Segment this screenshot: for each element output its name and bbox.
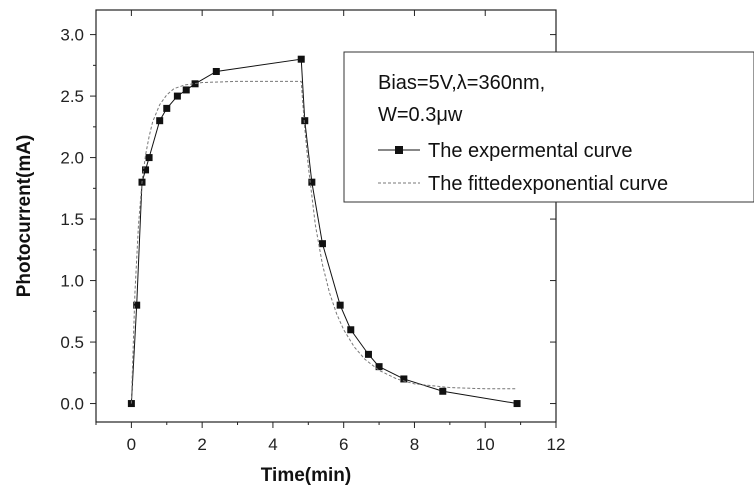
experimental-data-point xyxy=(439,387,447,395)
x-tick-label: 10 xyxy=(476,435,495,454)
experimental-curve-line xyxy=(130,58,518,405)
series-experimental xyxy=(127,55,521,408)
legend-experimental-marker xyxy=(395,146,403,154)
experimental-data-point xyxy=(133,301,141,309)
experimental-data-point xyxy=(145,154,153,162)
series-fitted xyxy=(130,80,518,404)
legend-box xyxy=(343,51,754,203)
experimental-data-point xyxy=(400,375,408,383)
legend-header-line-2: W=0.3μw xyxy=(378,104,463,126)
y-tick-label: 2.5 xyxy=(60,87,84,106)
series-layer xyxy=(127,55,521,408)
legend-experimental-label: The expermental curve xyxy=(428,140,633,162)
x-tick-label: 4 xyxy=(268,435,277,454)
experimental-data-point xyxy=(142,166,150,174)
experimental-data-point xyxy=(513,400,521,408)
experimental-data-point xyxy=(308,178,316,186)
experimental-data-point xyxy=(156,117,164,125)
experimental-data-point xyxy=(301,117,309,125)
y-tick-label: 2.0 xyxy=(60,149,84,168)
fitted-curve-line xyxy=(130,80,518,404)
experimental-data-point xyxy=(347,326,355,334)
experimental-data-point xyxy=(297,55,305,63)
experimental-data-point xyxy=(318,240,326,248)
y-tick-label: 1.5 xyxy=(60,210,84,229)
y-tick-label: 3.0 xyxy=(60,26,84,45)
y-tick-label: 0.0 xyxy=(60,395,84,414)
experimental-data-point xyxy=(173,92,181,100)
plot-frame xyxy=(95,9,557,423)
experimental-data-point xyxy=(182,86,190,94)
experimental-data-point xyxy=(212,67,220,75)
x-tick-label: 6 xyxy=(339,435,348,454)
x-tick-label: 8 xyxy=(410,435,419,454)
legend-entry-fitted: The fittedexponential curve xyxy=(378,173,668,195)
y-axis-title: Photocurrent(mA) xyxy=(14,135,35,298)
experimental-data-point xyxy=(364,350,372,358)
legend: Bias=5V,λ=360nm, W=0.3μw The expermental… xyxy=(343,51,754,203)
experimental-data-point xyxy=(375,363,383,371)
x-tick-label: 12 xyxy=(547,435,566,454)
experimental-data-point xyxy=(336,301,344,309)
experimental-data-point xyxy=(127,400,135,408)
experimental-data-point xyxy=(163,104,171,112)
experimental-data-point xyxy=(191,80,199,88)
legend-entry-experimental: The expermental curve xyxy=(378,140,633,162)
y-tick-label: 1.0 xyxy=(60,272,84,291)
tick-labels: 0 2 4 6 8 10 12 0.0 0.5 1.0 1.5 2.0 2.5 3.0 xyxy=(60,26,565,454)
y-tick-label: 0.5 xyxy=(60,333,84,352)
x-axis-title: Time(min) xyxy=(261,465,351,486)
x-tick-label: 0 xyxy=(127,435,136,454)
legend-fitted-label: The fittedexponential curve xyxy=(428,173,668,195)
legend-header-line-1: Bias=5V,λ=360nm, xyxy=(378,72,545,94)
x-tick-label: 2 xyxy=(197,435,206,454)
